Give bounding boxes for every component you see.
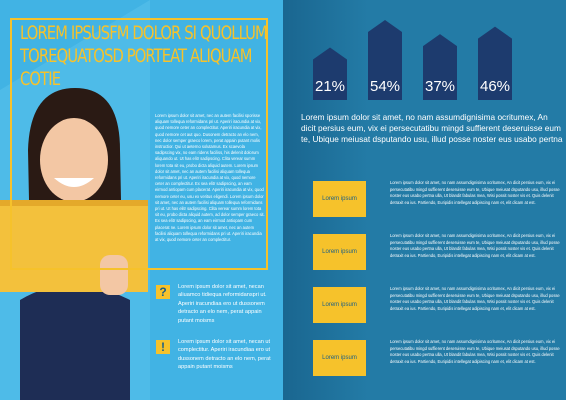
- row-label: Lorem ipsum: [313, 287, 366, 323]
- info-row: Lorem ipsum Lorem ipsum dolor sit amet, n…: [313, 180, 563, 219]
- stat-house: [313, 47, 347, 100]
- row-text: Lorem ipsum dolor sit amet, no nam assum…: [390, 180, 560, 205]
- info-row: Lorem ipsum Lorem ipsum dolor sit amet, n…: [313, 339, 563, 378]
- item-text: Lorem ipsum dolor sit amet, necan ut com…: [178, 339, 271, 371]
- stat-label: 54%: [370, 78, 400, 95]
- title: LOREM IPSUSFM DOLOR SI QUOLLUM TOREQUATO…: [20, 22, 268, 90]
- photo: [0, 0, 150, 400]
- stat-label: 37%: [425, 78, 455, 95]
- jacket: [20, 285, 130, 400]
- left-page: LOREM IPSUSFM DOLOR SI QUOLLUM TOREQUATO…: [0, 0, 283, 400]
- row-text: Lorem ipsum dolor sit amet, no nam assum…: [390, 286, 560, 311]
- icon: ?: [156, 285, 170, 299]
- stats: 21% 54% 37% 46%: [313, 20, 512, 101]
- row-label: Lorem ipsum: [313, 234, 366, 270]
- item-text: Lorem ipsum dolor sit amet, necan aliuam…: [178, 284, 267, 324]
- stat-label: 46%: [480, 78, 510, 95]
- right-page: 21% 54% 37% 46% Lorem ipsum dolor sit amet,…: [283, 0, 566, 400]
- intro-text: Lorem ipsum dolor sit amet, no nam assum…: [301, 112, 563, 145]
- frame: [10, 18, 268, 270]
- row-text: Lorem ipsum dolor sit amet, no nam assum…: [390, 339, 560, 364]
- hand: [100, 255, 128, 295]
- row-text: Lorem ipsum dolor sit amet, no nam assum…: [390, 233, 560, 258]
- book-edge: [0, 200, 148, 206]
- icon: !: [156, 340, 170, 354]
- stat-house: [368, 20, 402, 100]
- stat-label: 21%: [315, 78, 345, 95]
- stat-house: [423, 34, 457, 100]
- info-row: Lorem ipsum Lorem ipsum dolor sit amet, n…: [313, 286, 563, 325]
- info-row: Lorem ipsum Lorem ipsum dolor sit amet, n…: [313, 233, 563, 272]
- smile: [54, 178, 94, 187]
- body-text: Lorem ipsum dolor sit amet, nec an autem…: [155, 113, 265, 243]
- face: [40, 118, 108, 202]
- row-label: Lorem ipsum: [313, 340, 366, 376]
- row-label: Lorem ipsum: [313, 181, 366, 217]
- stat-house: [478, 26, 512, 101]
